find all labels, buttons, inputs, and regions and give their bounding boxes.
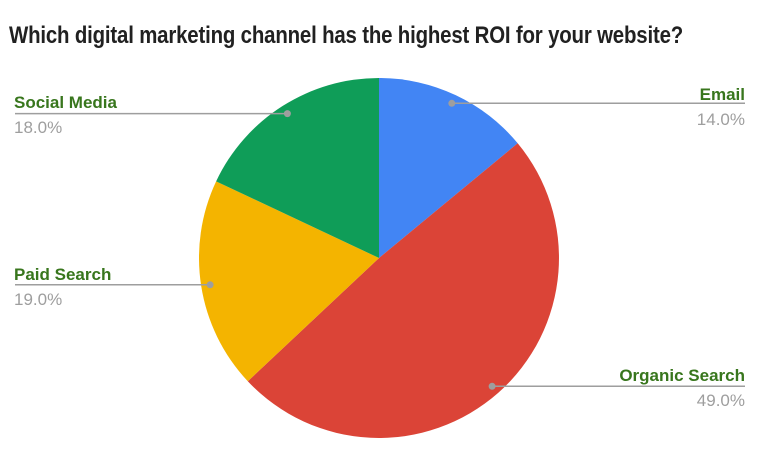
slice-label-organic-search: Organic Search bbox=[619, 366, 745, 385]
pie-slice-social-media[interactable] bbox=[216, 78, 379, 258]
slice-percent-social-media: 18.0% bbox=[14, 118, 63, 137]
chart-title: Which digital marketing channel has the … bbox=[9, 22, 684, 50]
slice-percent-paid-search: 19.0% bbox=[14, 290, 63, 309]
slice-label-email: Email bbox=[699, 85, 745, 104]
callout-social-media: Social Media 18.0% bbox=[14, 94, 117, 136]
callout-dot-social-media bbox=[283, 110, 291, 118]
slice-label-paid-search: Paid Search bbox=[14, 265, 112, 284]
callout-dot-paid-search bbox=[206, 281, 214, 289]
callout-email: Email 14.0% bbox=[697, 86, 745, 128]
callout-dot-email bbox=[448, 99, 456, 107]
pie-slice-organic-search[interactable] bbox=[247, 143, 559, 438]
slice-percent-organic-search: 49.0% bbox=[696, 391, 745, 410]
callout-organic-search: Organic Search 49.0% bbox=[619, 367, 745, 409]
pie-slice-email[interactable] bbox=[379, 78, 518, 258]
callout-dot-organic-search bbox=[488, 382, 496, 390]
slice-label-social-media: Social Media bbox=[14, 93, 117, 112]
callout-paid-search: Paid Search 19.0% bbox=[14, 266, 111, 308]
pie-slice-paid-search[interactable] bbox=[199, 181, 379, 382]
slice-percent-email: 14.0% bbox=[696, 110, 745, 129]
